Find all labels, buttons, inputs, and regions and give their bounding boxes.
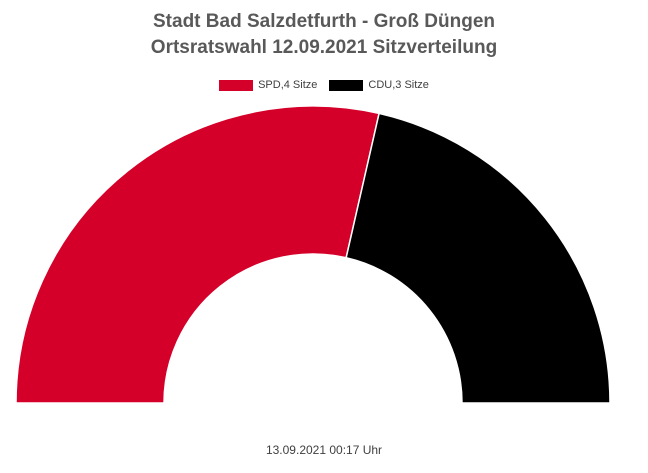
legend-label-cdu: CDU,3 Sitze	[368, 79, 429, 91]
legend-item-cdu[interactable]: CDU,3 Sitze	[329, 79, 429, 91]
slice-cdu[interactable]	[345, 112, 611, 404]
chart-title-line-1: Stadt Bad Salzdetfurth - Groß Düngen	[153, 11, 495, 32]
chart-legend: SPD,4 Sitze CDU,3 Sitze	[0, 79, 648, 91]
legend-item-spd[interactable]: SPD,4 Sitze	[219, 79, 317, 91]
legend-swatch-cdu	[329, 79, 364, 91]
legend-swatch-spd	[219, 79, 254, 91]
footer-timestamp: 13.09.2021 00:17 Uhr	[265, 443, 383, 457]
chart-slices	[15, 105, 611, 404]
chart-title-line-2: Ortsratswahl 12.09.2021 Sitzverteilung	[150, 37, 498, 58]
slice-spd[interactable]	[15, 105, 380, 404]
legend-label-spd: SPD,4 Sitze	[258, 79, 318, 91]
